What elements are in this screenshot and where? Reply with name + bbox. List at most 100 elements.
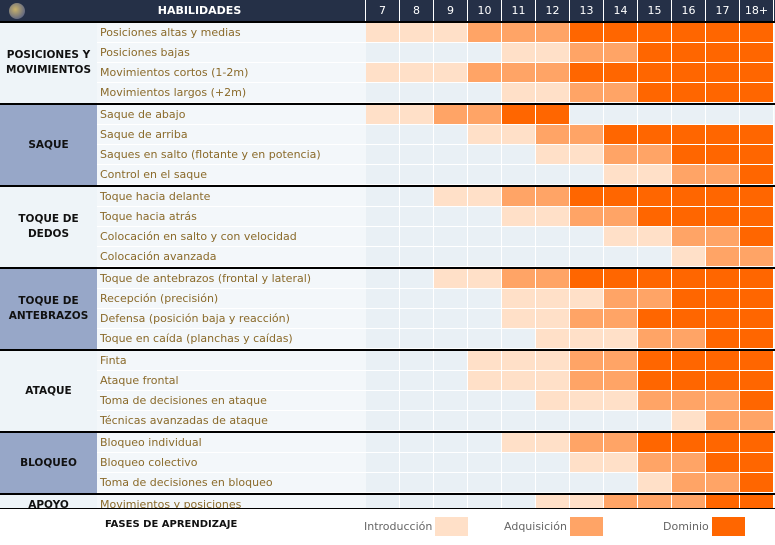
level-cell [672,453,706,473]
level-cell [740,371,774,391]
level-cell [570,165,604,185]
skill-group: BLOQUEO Bloqueo individual Bloqueo colecti… [0,433,775,495]
level-cell [468,145,502,165]
level-cell [706,63,740,83]
level-cell [366,289,400,309]
skill-name: Saque de arriba [97,125,366,145]
level-cell [536,23,570,43]
table-row: Control en el saque [97,165,775,185]
skill-name: Bloqueo individual [97,433,366,453]
level-cell [400,351,434,371]
level-cell [468,473,502,493]
level-cell [604,247,638,267]
level-cell [366,63,400,83]
level-cell [706,371,740,391]
legend-label: Introducción [364,520,433,533]
skill-name: Toque hacia atrás [97,207,366,227]
legend-swatch [435,517,469,536]
level-cell [468,433,502,453]
level-cell [536,207,570,227]
level-cell [570,329,604,349]
level-cell [434,269,468,289]
level-cell [502,247,536,267]
level-cell [672,247,706,267]
level-cell [366,125,400,145]
level-cell [570,227,604,247]
level-cell [706,187,740,207]
level-cell [400,227,434,247]
level-cell [366,247,400,267]
level-cell [536,351,570,371]
legend-label: Adquisición [504,520,567,533]
level-cell [366,269,400,289]
table-row: Toma de decisiones en ataque [97,391,775,411]
level-cell [400,207,434,227]
level-cell [638,433,672,453]
legend-item-adquisicion: Adquisición [504,517,603,536]
level-cell [536,371,570,391]
level-cell [638,289,672,309]
level-cell [434,351,468,371]
level-cell [434,23,468,43]
table-row: Bloqueo individual [97,433,775,453]
level-cell [638,207,672,227]
level-cell [502,371,536,391]
level-cell [672,351,706,371]
skill-name: Posiciones bajas [97,43,366,63]
level-cell [740,247,774,267]
level-cell [638,105,672,125]
level-cell [604,207,638,227]
level-cell [468,23,502,43]
level-cell [536,453,570,473]
skill-group: TOQUE DE DEDOS Toque hacia delante Toque h… [0,187,775,269]
level-cell [536,145,570,165]
level-cell [638,165,672,185]
table-row: Finta [97,351,775,371]
legend-item-dominio: Dominio [663,517,745,536]
table-row: Toque de antebrazos (frontal y lateral) [97,269,775,289]
level-cell [468,371,502,391]
level-cell [706,165,740,185]
skill-name: Ataque frontal [97,371,366,391]
level-cell [400,187,434,207]
level-cell [570,473,604,493]
level-cell [434,391,468,411]
level-cell [672,63,706,83]
level-cell [366,23,400,43]
table-row: Colocación avanzada [97,247,775,267]
legend-item-introduccion: Introducción [364,517,469,536]
level-cell [570,453,604,473]
table-row: Posiciones bajas [97,43,775,63]
level-cell [672,411,706,431]
level-cell [706,289,740,309]
level-cell [570,125,604,145]
level-cell [672,391,706,411]
table-row: Técnicas avanzadas de ataque [97,411,775,431]
level-cell [536,289,570,309]
level-cell [536,63,570,83]
level-cell [400,269,434,289]
level-cell [672,269,706,289]
level-cell [502,351,536,371]
level-cell [740,207,774,227]
table-row: Colocación en salto y con velocidad [97,227,775,247]
age-column-header: 7 [366,0,400,21]
level-cell [400,329,434,349]
skill-name: Control en el saque [97,165,366,185]
level-cell [400,473,434,493]
level-cell [638,309,672,329]
level-cell [434,309,468,329]
level-cell [502,391,536,411]
level-cell [536,227,570,247]
level-cell [434,227,468,247]
level-cell [604,227,638,247]
level-cell [366,187,400,207]
level-cell [502,269,536,289]
level-cell [638,145,672,165]
level-cell [740,83,774,103]
skill-group: TOQUE DE ANTEBRAZOS Toque de antebrazos (… [0,269,775,351]
level-cell [706,43,740,63]
level-cell [400,289,434,309]
level-cell [604,411,638,431]
level-cell [672,207,706,227]
